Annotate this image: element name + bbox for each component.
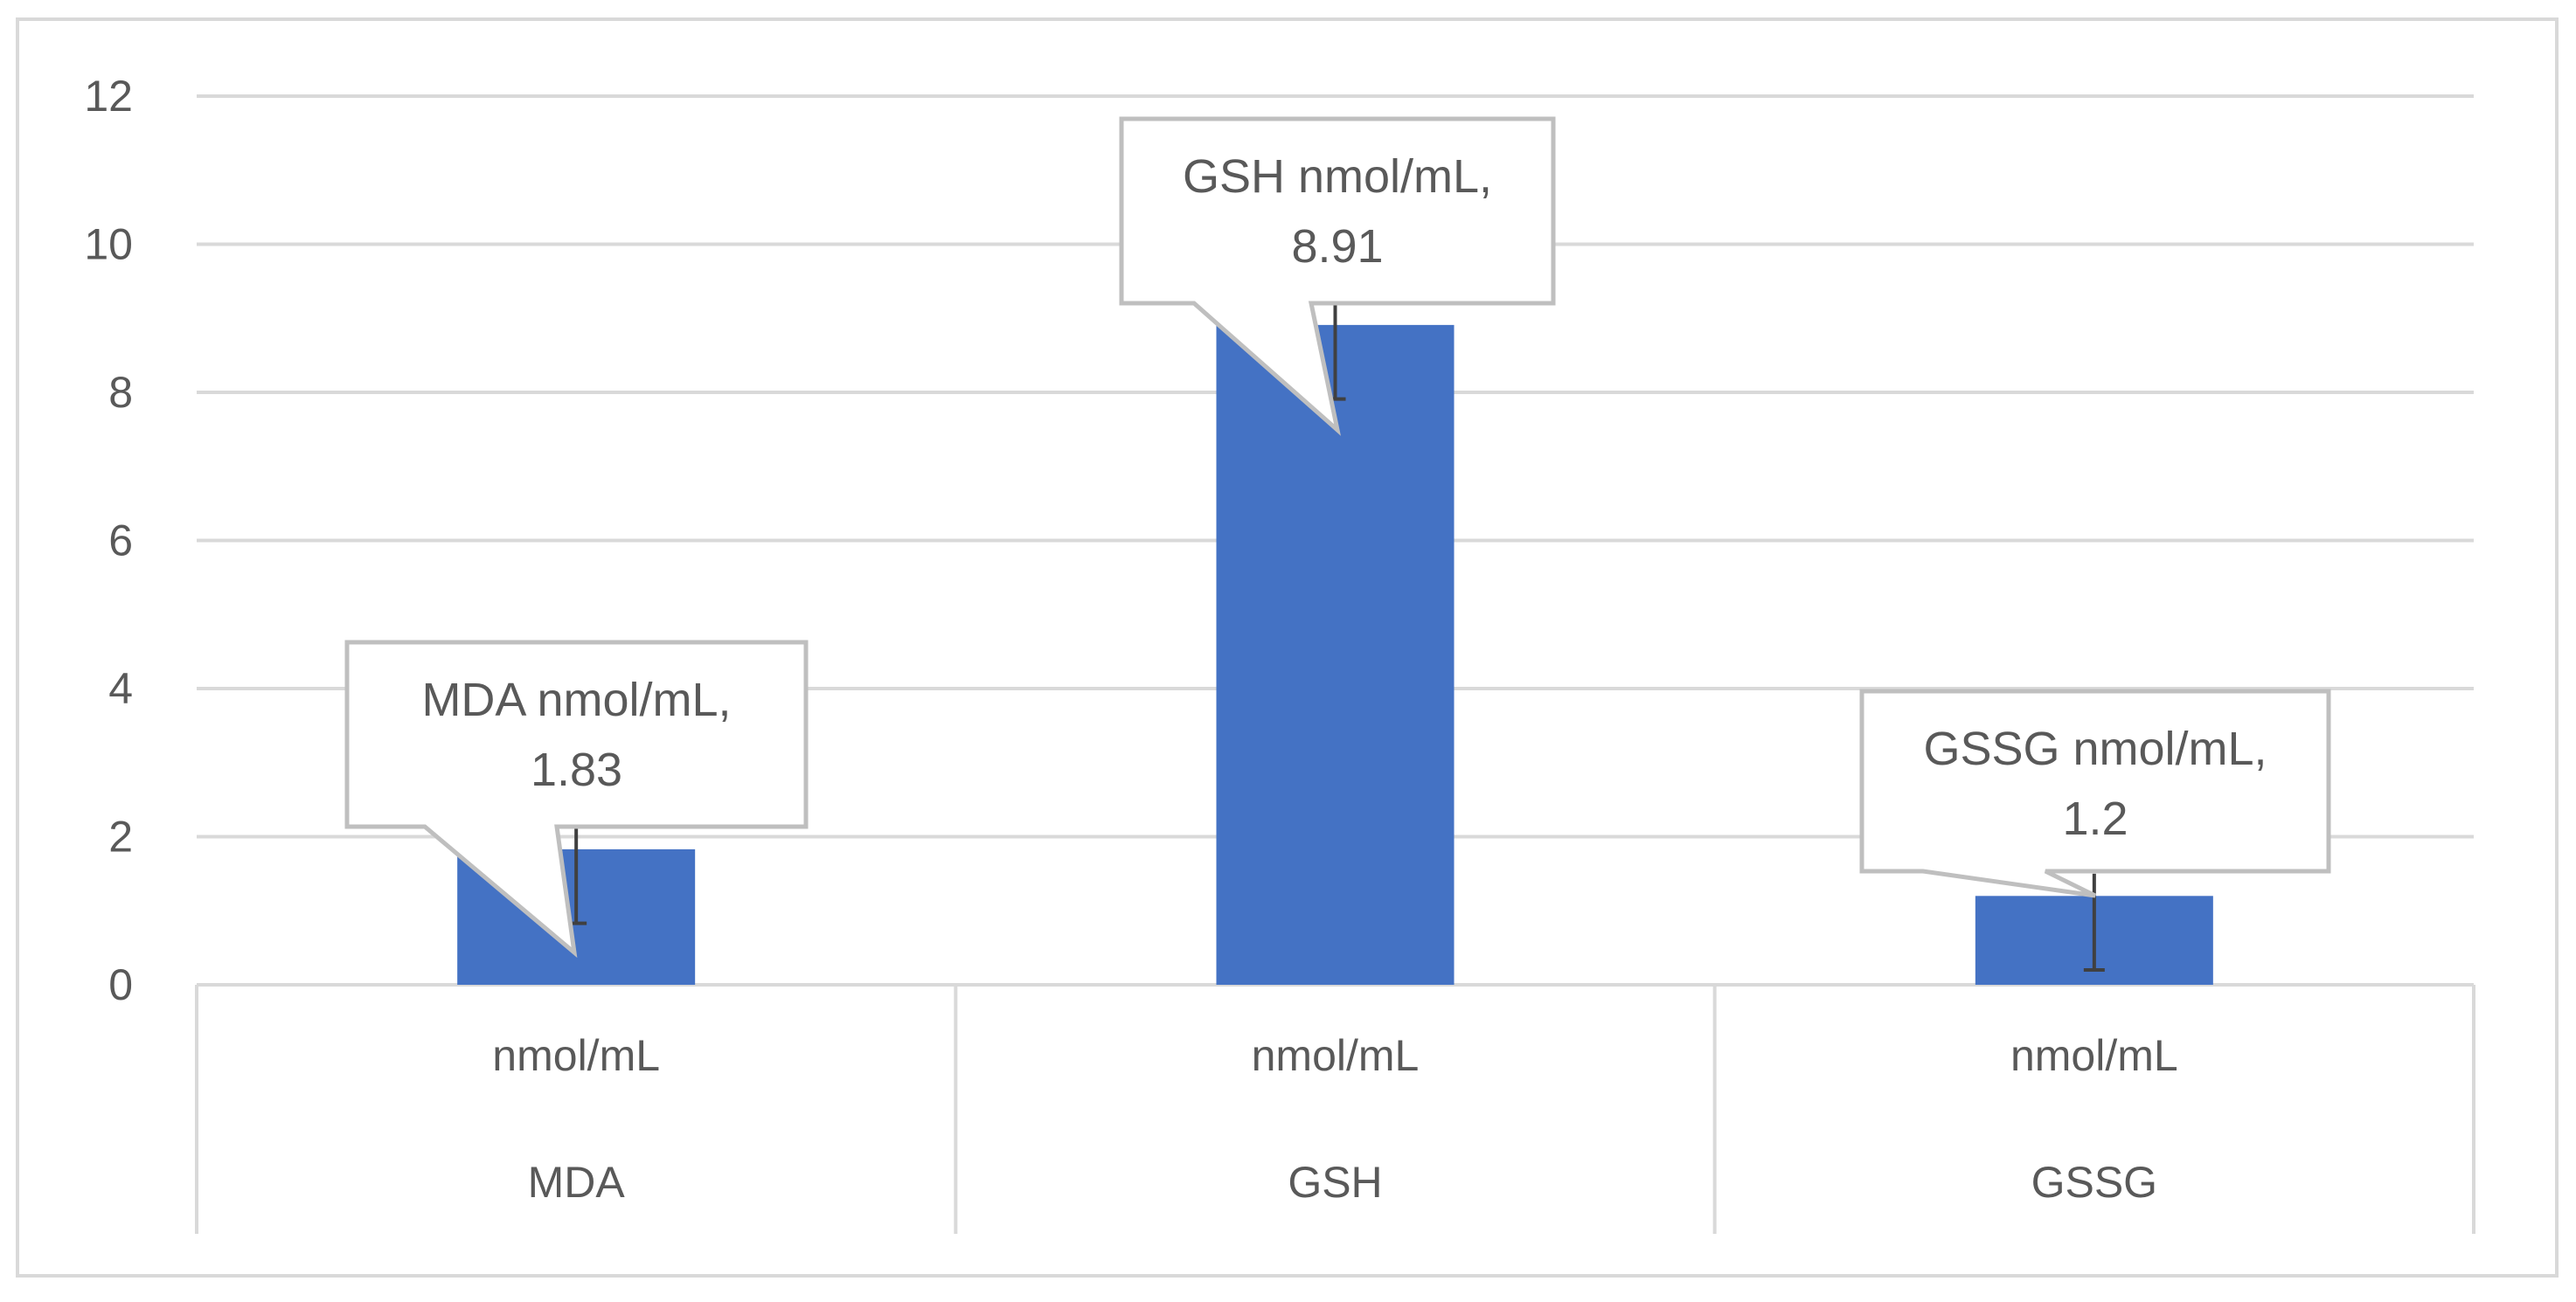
category-unit-label: nmol/mL xyxy=(492,1031,660,1080)
category-unit-label: nmol/mL xyxy=(2010,1031,2178,1080)
bar-gsh xyxy=(1216,324,1455,985)
y-tick-label: 2 xyxy=(108,813,133,862)
data-label-value: 8.91 xyxy=(1291,220,1383,273)
category-unit-label: nmol/mL xyxy=(1252,1031,1420,1080)
category-name-label: GSSG xyxy=(2031,1158,2157,1207)
data-label-callouts: MDA nmol/mL, 1.83 GSH nmol/mL, 8.91 GSSG nmo… xyxy=(344,116,2331,959)
category-name-label: MDA xyxy=(528,1158,626,1207)
callout-box xyxy=(344,640,809,959)
data-label-series: GSSG nmol/mL, xyxy=(1923,723,2267,775)
data-label-value: 1.2 xyxy=(2062,793,2128,845)
category-axis: nmol/mL MDA nmol/mL GSH nmol/mL GSSG xyxy=(195,985,2475,1234)
y-tick-label: 6 xyxy=(108,516,133,565)
y-tick-label: 8 xyxy=(108,368,133,417)
data-label-series: MDA nmol/mL, xyxy=(421,674,731,726)
y-tick-label: 4 xyxy=(108,664,133,713)
data-label-series: GSH nmol/mL, xyxy=(1183,150,1492,203)
y-axis-tick-labels: 0 2 4 6 8 10 12 xyxy=(84,72,133,1009)
y-tick-label: 10 xyxy=(84,220,133,269)
y-tick-label: 12 xyxy=(84,72,133,121)
callout-box xyxy=(1859,689,2331,898)
category-name-label: GSH xyxy=(1288,1158,1382,1207)
data-label-value: 1.83 xyxy=(531,744,622,796)
callout-box xyxy=(1119,116,1556,436)
y-tick-label: 0 xyxy=(108,960,133,1009)
